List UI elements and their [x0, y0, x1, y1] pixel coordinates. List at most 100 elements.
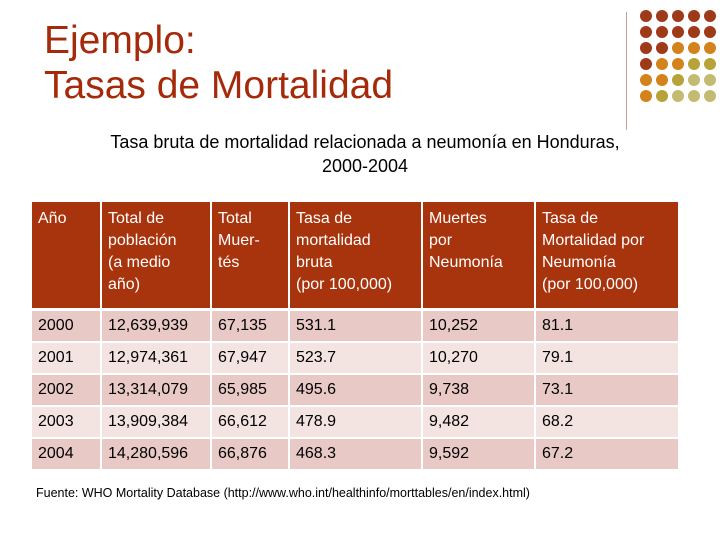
- column-header-line: bruta: [296, 254, 333, 271]
- column-header-line: Tasa de: [542, 210, 599, 227]
- table-cell: 2000: [32, 311, 102, 343]
- decorative-dot: [704, 74, 716, 86]
- column-header: Año: [32, 202, 102, 311]
- table-cell: 65,985: [212, 375, 290, 407]
- table-cell: 14,280,596: [102, 439, 212, 471]
- column-header-line: Tasa de: [296, 210, 353, 227]
- column-header: Total Muer-tés: [212, 202, 290, 311]
- table-cell: 495.6: [290, 375, 423, 407]
- decorative-dot: [672, 26, 684, 38]
- decorative-dot: [656, 10, 668, 22]
- table-cell: 9,482: [423, 407, 536, 439]
- table-row: 2000 12,639,939 67,135 531.1 10,252 81.1: [32, 311, 678, 343]
- decorative-dot: [688, 74, 700, 86]
- table-row: 2004 14,280,596 66,876 468.3 9,592 67.2: [32, 439, 678, 471]
- column-header-line: (a medio: [108, 254, 171, 271]
- table-cell: 67.2: [536, 439, 678, 471]
- column-header: Muertes por Neumonía: [423, 202, 536, 311]
- mortality-table: Año Total de población (a medio año) Total Mue…: [32, 202, 678, 471]
- source-note: Fuente: WHO Mortality Database (http://w…: [36, 486, 530, 500]
- slide-title-line-2: Tasas de Mortalidad: [44, 64, 394, 107]
- column-header-line: Muer-: [218, 232, 260, 249]
- slide-title: Ejemplo: Tasas de Mortalidad: [44, 18, 393, 108]
- decorative-dot: [688, 90, 700, 102]
- table-row: 2002 13,314,079 65,985 495.6 9,738 73.1: [32, 375, 678, 407]
- decorative-dot: [656, 26, 668, 38]
- decorative-dot: [704, 26, 716, 38]
- decorative-dot: [688, 42, 700, 54]
- decorative-dot: [656, 58, 668, 70]
- decorative-dot: [672, 10, 684, 22]
- decorative-dot: [688, 58, 700, 70]
- table-header-row: Año Total de población (a medio año) Total Mue…: [32, 202, 678, 311]
- table-cell: 66,876: [212, 439, 290, 471]
- table-cell: 13,314,079: [102, 375, 212, 407]
- column-header-line: Muertes: [429, 210, 487, 227]
- table-cell: 81.1: [536, 311, 678, 343]
- column-header-line: mortalidad: [296, 232, 371, 249]
- decorative-dot: [656, 90, 668, 102]
- table-cell: 10,270: [423, 343, 536, 375]
- column-header-line: Total: [218, 210, 252, 227]
- table-cell: 523.7: [290, 343, 423, 375]
- table-cell: 531.1: [290, 311, 423, 343]
- table-cell: 9,738: [423, 375, 536, 407]
- table-cell: 2003: [32, 407, 102, 439]
- table-cell: 13,909,384: [102, 407, 212, 439]
- table-cell: 2001: [32, 343, 102, 375]
- decorative-dot: [640, 74, 652, 86]
- decorative-dot: [704, 58, 716, 70]
- slide-title-line-1: Ejemplo:: [44, 19, 196, 62]
- column-header-line: Neumonía: [429, 254, 503, 271]
- table-caption-line-1: Tasa bruta de mortalidad relacionada a n…: [110, 132, 620, 152]
- decorative-dot: [656, 74, 668, 86]
- column-header-line: (por 100,000): [296, 276, 393, 293]
- table-body: 2000 12,639,939 67,135 531.1 10,252 81.1 2001 1…: [32, 311, 678, 471]
- table-cell: 68.2: [536, 407, 678, 439]
- table-cell: 12,974,361: [102, 343, 212, 375]
- table-cell: 79.1: [536, 343, 678, 375]
- decorative-dot: [640, 10, 652, 22]
- table-caption: Tasa bruta de mortalidad relacionada a n…: [40, 130, 690, 178]
- decorative-dot: [688, 10, 700, 22]
- column-header-line: (por 100,000): [542, 276, 639, 293]
- column-header: Tasa de Mortalidad por Neumonía (por 100,00…: [536, 202, 678, 311]
- table-cell: 2002: [32, 375, 102, 407]
- column-header-line: Total de: [108, 210, 165, 227]
- table-cell: 12,639,939: [102, 311, 212, 343]
- decorative-dot: [640, 42, 652, 54]
- decorative-dot: [704, 90, 716, 102]
- decorative-dot: [688, 26, 700, 38]
- column-header-line: Mortalidad por: [542, 232, 645, 249]
- decorative-dot: [640, 58, 652, 70]
- table-row: 2003 13,909,384 66,612 478.9 9,482 68.2: [32, 407, 678, 439]
- decorative-dot: [672, 58, 684, 70]
- column-header-line: población: [108, 232, 177, 249]
- column-header-line: Neumonía: [542, 254, 616, 271]
- decorative-dot: [640, 90, 652, 102]
- decorative-dot: [672, 42, 684, 54]
- table-cell: 67,135: [212, 311, 290, 343]
- decorative-dot: [640, 26, 652, 38]
- decorative-divider: [626, 12, 627, 130]
- table-cell: 468.3: [290, 439, 423, 471]
- column-header-line: tés: [218, 254, 240, 271]
- column-header-line: por: [429, 232, 453, 249]
- table-row: 2001 12,974,361 67,947 523.7 10,270 79.1: [32, 343, 678, 375]
- column-header-line: año): [108, 276, 141, 293]
- decorative-dot: [704, 42, 716, 54]
- table-cell: 2004: [32, 439, 102, 471]
- column-header: Total de población (a medio año): [102, 202, 212, 311]
- column-header-line: Año: [38, 210, 67, 227]
- decorative-dot: [672, 74, 684, 86]
- table-cell: 9,592: [423, 439, 536, 471]
- table-cell: 67,947: [212, 343, 290, 375]
- decorative-dot: [704, 10, 716, 22]
- table-cell: 10,252: [423, 311, 536, 343]
- decorative-dot: [672, 90, 684, 102]
- decorative-dot: [656, 42, 668, 54]
- table-caption-line-2: 2000-2004: [321, 156, 409, 176]
- table-cell: 73.1: [536, 375, 678, 407]
- table-cell: 66,612: [212, 407, 290, 439]
- column-header: Tasa de mortalidad bruta (por 100,000): [290, 202, 423, 311]
